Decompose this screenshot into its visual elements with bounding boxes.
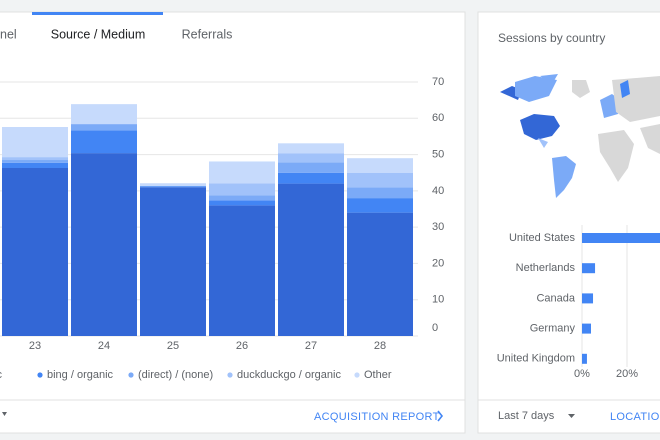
bar-segment: [209, 195, 275, 201]
x-tick-label: 25: [167, 340, 179, 352]
x-tick-label: 26: [236, 340, 248, 352]
x-tick-label: 23: [29, 340, 41, 352]
bar-segment: [2, 126, 68, 158]
bar-segment: [209, 200, 275, 206]
bar-segment: [2, 160, 68, 163]
y-tick-label: 70: [432, 76, 444, 88]
bar-segment: [347, 198, 413, 213]
legend-dot: [354, 372, 360, 378]
x-tick-label: 20%: [616, 368, 638, 380]
bar-segment: [278, 172, 344, 184]
bar-segment: [347, 187, 413, 199]
legend-label: rganic: [0, 369, 2, 381]
legend-label: duckduckgo / organic: [237, 369, 341, 381]
bar-segment: [2, 157, 68, 161]
y-tick-label: 40: [432, 185, 444, 197]
bar-segment: [278, 183, 344, 336]
bar-segment: [71, 130, 137, 154]
chevron[interactable]: [437, 410, 444, 422]
bar-segment: [140, 186, 206, 188]
bar: [582, 323, 591, 334]
category-label: Canada: [536, 292, 575, 304]
bar-segment: [209, 183, 275, 196]
bar: [582, 263, 596, 274]
bar-segment: [278, 162, 344, 173]
x-tick-label: 27: [305, 340, 317, 352]
bar-segment: [140, 183, 206, 187]
bar-segment: [71, 104, 137, 125]
bar: [582, 353, 587, 364]
y-tick-label: 10: [432, 294, 444, 306]
x-tick-label: 24: [98, 340, 110, 352]
legend-dot: [128, 372, 134, 378]
bar: [582, 293, 594, 304]
dropdown-caret[interactable]: [2, 412, 7, 416]
y-tick-label: 30: [432, 221, 444, 233]
bar-segment: [209, 205, 275, 336]
category-label: United States: [509, 232, 576, 244]
tab[interactable]: Source / Medium: [51, 27, 145, 41]
legend-label: (direct) / (none): [138, 369, 213, 381]
category-label: Netherlands: [516, 262, 576, 274]
bar-segment: [347, 172, 413, 188]
acquisition-report-link[interactable]: ACQUISITION REPORT: [314, 411, 440, 423]
bar-segment: [347, 158, 413, 173]
bar-segment: [278, 143, 344, 154]
legend-dot: [37, 372, 43, 378]
bar-segment: [2, 162, 68, 168]
y-tick-label: 0: [432, 322, 438, 334]
x-tick-label: 28: [374, 340, 386, 352]
bar-segment: [278, 153, 344, 163]
bar-segment: [347, 212, 413, 336]
bar-segment: [140, 187, 206, 336]
category-label: United Kingdom: [497, 353, 575, 365]
world-map: [500, 74, 660, 198]
legend-label: bing / organic: [47, 369, 114, 381]
tab[interactable]: nel: [0, 27, 17, 41]
tab[interactable]: Referrals: [182, 27, 233, 41]
date-range[interactable]: Last 7 days: [498, 410, 555, 422]
dropdown-caret[interactable]: [568, 414, 575, 418]
bar: [582, 233, 660, 243]
x-tick-label: 0%: [574, 368, 590, 380]
bar-segment: [71, 124, 137, 131]
active-tab-underline: [32, 12, 163, 15]
legend-dot: [227, 372, 233, 378]
bar-segment: [71, 153, 137, 336]
location-link[interactable]: LOCATION: [610, 411, 660, 423]
legend-label: Other: [364, 369, 392, 381]
y-tick-label: 50: [432, 148, 444, 160]
y-tick-label: 60: [432, 112, 444, 124]
category-label: Germany: [530, 323, 576, 335]
bar-segment: [209, 161, 275, 184]
bar-segment: [2, 167, 68, 336]
y-tick-label: 20: [432, 257, 444, 269]
panel-title: Sessions by country: [498, 31, 605, 45]
